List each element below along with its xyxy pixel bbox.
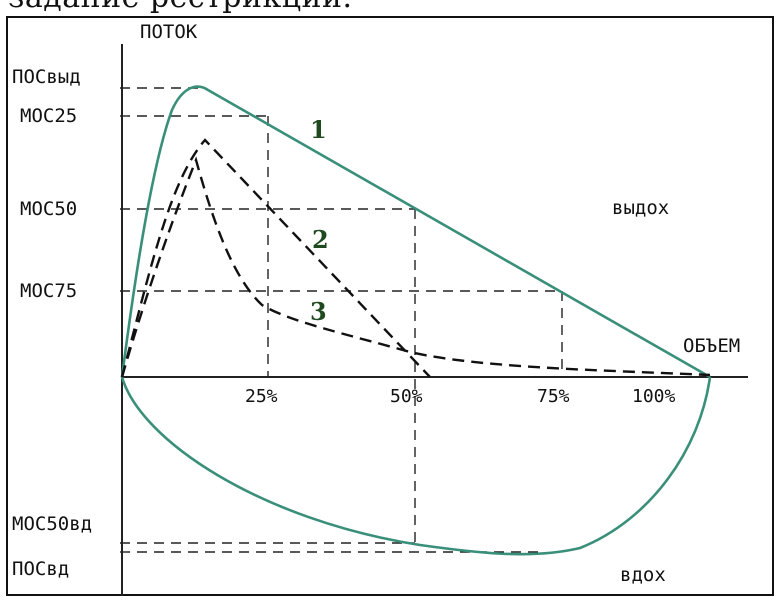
label-pos-vyd: ПОСвыд bbox=[12, 66, 81, 88]
label-pos-vd: ПОСвд bbox=[12, 558, 69, 580]
label-mos25: МОС25 bbox=[20, 105, 77, 127]
reference-lines bbox=[120, 87, 563, 553]
label-exhale: выдох bbox=[612, 197, 669, 219]
curve-3 bbox=[120, 156, 711, 378]
tick-50: 50% bbox=[390, 386, 423, 407]
cropped-heading: задание рестрикции. bbox=[8, 0, 353, 15]
curve-1-inhale bbox=[120, 376, 712, 556]
curve-number-2: 2 bbox=[312, 225, 329, 254]
tick-25: 25% bbox=[245, 386, 278, 407]
axes bbox=[121, 44, 748, 596]
y-axis-label: ПОТОК bbox=[140, 21, 198, 43]
curve-number-3: 3 bbox=[310, 297, 327, 326]
x-axis-label: ОБЪЕМ bbox=[683, 335, 740, 357]
curve-2 bbox=[120, 138, 431, 378]
label-mos50: МОС50 bbox=[20, 198, 77, 220]
curve-1-exhale bbox=[120, 85, 711, 379]
label-inhale: вдох bbox=[620, 564, 666, 586]
diagram-frame bbox=[6, 16, 774, 596]
label-mos75: МОС75 bbox=[20, 280, 77, 302]
curve-number-1: 1 bbox=[310, 115, 327, 144]
tick-100: 100% bbox=[632, 386, 676, 407]
label-mos50vd: МОС50вд bbox=[12, 513, 92, 535]
tick-75: 75% bbox=[537, 386, 570, 407]
